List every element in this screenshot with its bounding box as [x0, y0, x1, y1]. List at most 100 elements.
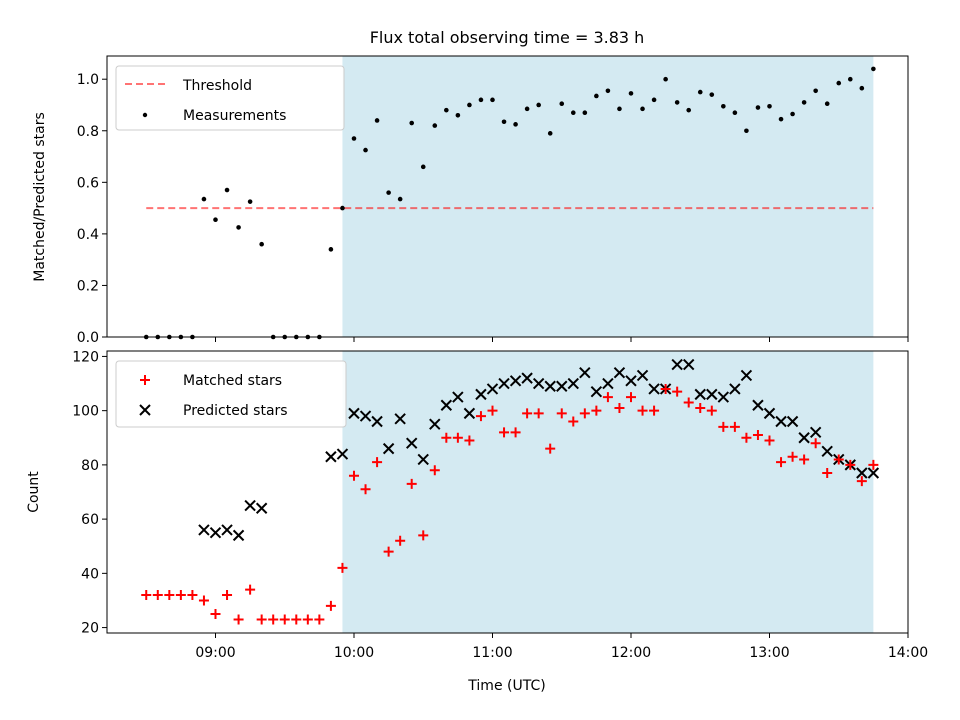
measurement-point	[444, 107, 449, 113]
measurement-point	[490, 97, 495, 103]
matched-star-point	[706, 405, 717, 416]
predicted-star-point	[625, 375, 637, 387]
predicted-star-point	[613, 366, 626, 379]
predicted-star-point	[556, 380, 568, 392]
legend-predicted-label: Predicted stars	[183, 403, 288, 419]
legend-measurements-swatch	[142, 112, 148, 118]
measurement-point	[432, 123, 438, 128]
predicted-star-point	[440, 399, 453, 411]
matched-star-point	[256, 614, 267, 625]
observing-window-shade	[342, 56, 874, 337]
matched-star-point	[314, 614, 325, 625]
count-marks	[141, 358, 880, 625]
measurement-point	[847, 76, 853, 82]
x-tick-label: 11:00	[472, 645, 512, 661]
predicted-star-point	[198, 524, 210, 536]
measurement-point	[201, 196, 207, 202]
measurement-point	[467, 102, 472, 108]
matched-star-point	[822, 468, 833, 479]
predicted-star-point	[775, 415, 787, 428]
measurement-point	[686, 107, 692, 113]
count-legend: Matched stars Predicted stars	[115, 360, 347, 428]
matched-star-point	[568, 416, 579, 427]
ratio-legend-box	[115, 65, 345, 131]
matched-star-point	[799, 454, 810, 465]
ratio-legend: Threshold Measurements	[115, 65, 345, 131]
measurement-point	[824, 101, 830, 106]
matched-star-point	[175, 590, 186, 601]
matched-star-point	[776, 457, 787, 468]
ratio-y-axis-label: Matched/Predicted stars	[32, 112, 48, 282]
legend-matched-marker	[140, 375, 150, 385]
measurement-point	[397, 196, 403, 202]
measurement-point	[501, 119, 507, 125]
count-y-axis: 20 40 60 80 100 120	[72, 349, 107, 637]
y-tick-label: 0.0	[77, 330, 99, 346]
y-tick-label: 1.0	[77, 72, 99, 88]
measurement-point	[859, 85, 865, 91]
measurement-point	[836, 80, 842, 86]
predicted-star-point	[602, 377, 614, 390]
measurement-point	[640, 106, 645, 112]
measurement-point	[247, 199, 253, 204]
predicted-star-point	[809, 426, 822, 439]
predicted-star-point	[798, 432, 810, 444]
count-x-axis: 09:00 10:00 11:00 12:00 13:00 14:00	[195, 633, 928, 661]
matched-star-point	[441, 432, 452, 443]
legend-threshold-label: Threshold	[182, 78, 252, 94]
measurement-point	[721, 103, 726, 109]
legend-predicted-marker	[139, 404, 151, 416]
measurement-point	[409, 120, 415, 126]
measurement-point	[871, 66, 876, 72]
y-tick-label: 0.8	[77, 124, 99, 140]
predicted-star-point	[417, 453, 429, 466]
measurement-point	[328, 247, 334, 252]
matched-star-point	[222, 590, 233, 601]
predicted-star-point	[636, 369, 649, 382]
predicted-star-point	[567, 377, 579, 390]
matched-star-point	[556, 408, 567, 419]
matched-star-point	[337, 562, 348, 573]
matched-star-point	[764, 435, 775, 446]
matched-star-point	[602, 392, 613, 403]
measurement-point	[790, 111, 795, 117]
legend-predicted-swatch	[139, 404, 151, 416]
matched-star-point	[868, 459, 879, 470]
predicted-star-point	[394, 413, 406, 425]
matched-star-point	[452, 432, 463, 443]
measurement-point	[663, 76, 668, 82]
y-tick-label: 0.6	[77, 175, 99, 191]
predicted-star-point	[452, 391, 464, 403]
matched-star-point	[625, 392, 636, 403]
matched-star-point	[487, 405, 498, 416]
measurement-point	[674, 100, 680, 105]
matched-star-point	[348, 470, 359, 481]
matched-star-point	[187, 590, 198, 601]
predicted-star-point	[740, 369, 753, 382]
y-tick-label: 100	[72, 404, 99, 420]
count-panel: 20 40 60 80 100 120 09:00 10:00 11:00 12:00 13:00…	[26, 349, 928, 694]
measurement-point	[813, 88, 818, 94]
matched-star-point	[245, 584, 256, 595]
predicted-star-point	[382, 442, 395, 455]
predicted-star-point	[325, 451, 337, 463]
predicted-star-point	[255, 502, 268, 514]
matched-star-point	[522, 408, 533, 419]
matched-star-point	[464, 435, 475, 446]
ratio-x-axis	[214, 337, 909, 342]
matched-star-point	[591, 405, 602, 416]
matched-star-point	[637, 405, 648, 416]
predicted-star-point	[359, 410, 372, 422]
matched-star-point	[198, 595, 209, 606]
matched-star-point	[579, 408, 590, 419]
matched-star-point	[672, 386, 683, 397]
measurement-point	[582, 110, 588, 116]
y-tick-label: 0.4	[77, 227, 99, 243]
predicted-star-point	[867, 467, 880, 479]
y-tick-label: 40	[81, 566, 99, 582]
predicted-star-point	[752, 399, 764, 411]
predicted-star-point	[475, 388, 487, 401]
matched-star-point	[660, 383, 671, 394]
predicted-star-point	[579, 366, 591, 379]
